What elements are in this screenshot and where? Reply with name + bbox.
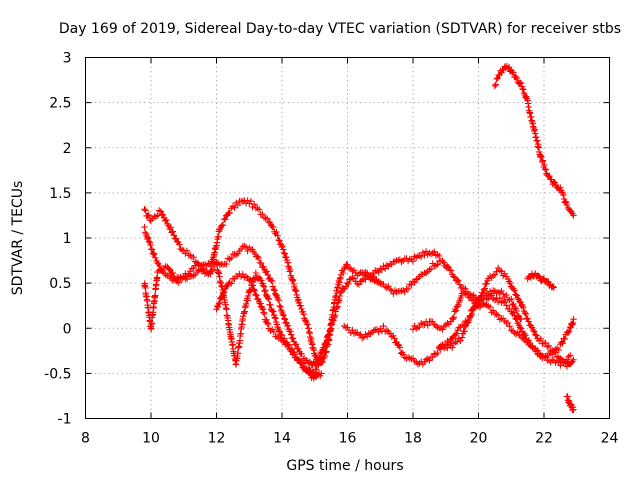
x-tick-label: 16 — [339, 431, 357, 447]
data-point-markers — [409, 288, 577, 361]
y-tick-label: 3 — [63, 51, 72, 67]
series-track-8 — [436, 264, 577, 370]
x-tick-label: 18 — [404, 431, 422, 447]
series-track-11 — [563, 393, 577, 414]
y-tick-label: 2.5 — [49, 96, 71, 112]
series-track-10 — [524, 270, 557, 291]
y-tick-label: 1.5 — [49, 186, 71, 202]
series-track-9 — [491, 62, 577, 219]
y-tick-label: 1 — [63, 231, 72, 247]
chart-title: Day 169 of 2019, Sidereal Day-to-day VTE… — [59, 21, 621, 37]
data-point-markers — [524, 270, 557, 291]
data-points — [141, 62, 577, 414]
y-tick-label: -0.5 — [44, 366, 71, 382]
y-tick-label: 2 — [63, 141, 72, 157]
x-tick-label: 20 — [470, 431, 488, 447]
x-tick-label: 24 — [601, 431, 619, 447]
x-tick-label: 22 — [535, 431, 553, 447]
axis-ticks: 8 10 12 14 16 18 20 22 24 -1 -0.5 0 0.5 1 1.5 2 2.5 3 — [44, 51, 618, 447]
series-track-7 — [409, 288, 577, 361]
y-axis-label: SDTVAR / TECUs — [10, 181, 26, 296]
y-tick-label: 0 — [63, 321, 72, 337]
x-tick-label: 14 — [273, 431, 291, 447]
series-track-6 — [360, 257, 574, 369]
plot-frame — [85, 57, 610, 419]
x-axis-label: GPS time / hours — [286, 458, 403, 474]
y-tick-label: 0.5 — [49, 276, 71, 292]
x-tick-label: 8 — [81, 431, 90, 447]
y-tick-label: -1 — [58, 412, 72, 428]
data-point-markers — [563, 393, 577, 414]
data-point-markers — [436, 264, 577, 370]
data-point-markers — [360, 257, 574, 369]
data-point-markers — [491, 62, 577, 219]
x-tick-label: 10 — [142, 431, 160, 447]
x-tick-label: 12 — [208, 431, 226, 447]
